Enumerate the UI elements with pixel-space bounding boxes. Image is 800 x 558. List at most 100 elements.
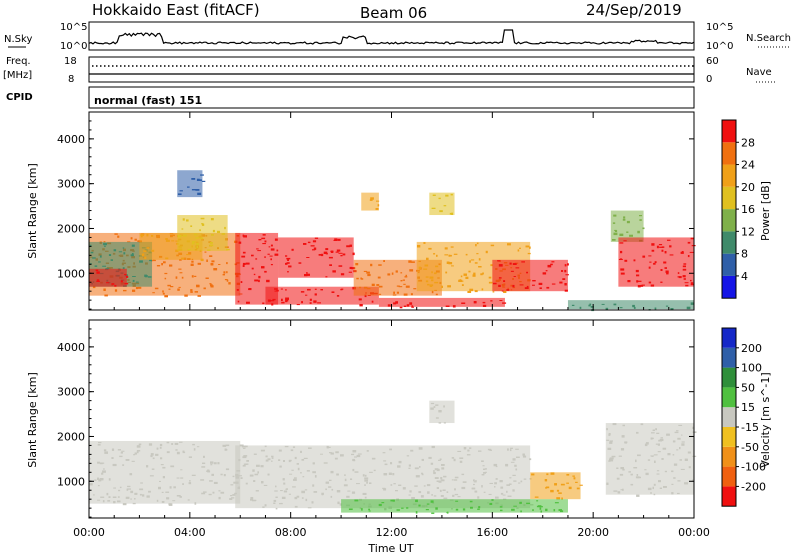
power-gate [131,253,134,256]
power-gate [351,267,356,270]
velocity-gate [159,446,162,449]
time-tick-label: 20:00 [577,526,609,539]
velocity-gate [267,473,270,476]
power-gate [465,276,469,279]
velocity-gate [656,432,660,434]
velocity-gate [89,483,93,486]
power-gate [371,300,374,303]
velocity-gate [290,449,294,452]
power-gate [571,304,575,306]
velocity-gate [506,490,508,493]
power-gate [461,280,464,282]
velocity-gate [296,495,300,498]
velocity-gate [441,467,445,470]
power-gate [690,282,694,285]
power-gate [285,262,288,265]
power-gate [431,279,434,282]
power-gate [690,302,694,305]
power-gate [186,254,190,256]
power-gate [551,283,556,285]
power-gate [190,225,193,227]
velocity-gate [253,453,257,455]
velocity-gate [126,488,129,491]
velocity-gate [257,471,259,474]
velocity-gate [466,454,471,456]
velocity-gate [150,454,153,458]
power-gate [266,279,270,283]
velocity-gate [300,472,302,474]
power-gate [480,273,483,276]
velocity-gate [457,496,461,498]
power-gate [305,294,308,296]
velocity-gate [382,452,386,454]
velocity-gate [288,493,291,495]
velocity-y-axis: 1000 2000 3000 4000 [57,319,694,518]
power-gate [684,282,689,284]
power-gate [444,254,449,256]
velocity-gate [301,497,304,499]
velocity-gate [637,476,641,479]
velocity-gate [624,441,628,444]
power-gate [355,263,359,266]
velocity-gate [242,465,246,467]
velocity-gate [388,472,392,475]
velocity-gate [628,471,631,473]
velocity-gate [658,480,661,483]
velocity-gate [325,481,329,484]
velocity-gate [292,486,296,488]
power-gate [274,238,278,241]
power-gate [164,272,168,275]
power-gate [191,178,196,180]
power-gate [201,223,204,225]
velocity-gate [368,510,371,512]
power-gate [613,232,618,236]
power-gate [405,285,410,288]
velocity-colorbar-swatch [722,347,736,368]
velocity-gate [336,490,341,493]
velocity-gate [352,468,355,472]
power-gate [296,304,300,306]
velocity-gate [296,463,299,465]
power-gate [448,254,451,257]
power-gate [413,288,417,290]
power-gate [473,301,477,304]
power-ytick-label: 3000 [57,178,85,191]
power-gate [241,255,246,258]
velocity-gate [659,487,662,489]
velocity-gate [173,486,176,489]
velocity-gate [209,480,213,482]
velocity-gate [561,497,563,500]
velocity-gate [436,487,439,489]
power-gate [431,290,434,294]
station-title: Hokkaido East (fitACF) [92,1,260,19]
power-colorbar-swatch [722,253,736,276]
velocity-gate [677,492,680,495]
power-gate [346,245,351,248]
velocity-gate [304,489,308,491]
velocity-gate [174,442,179,445]
velocity-gate [652,486,654,490]
power-ytick-label: 4000 [57,133,85,146]
velocity-gate [608,460,611,462]
velocity-gate [441,479,445,482]
power-gate [667,239,671,241]
velocity-gate [442,489,446,491]
velocity-gate [681,441,685,443]
velocity-gate [348,508,353,510]
velocity-gate [663,486,667,488]
velocity-gate [515,468,518,471]
velocity-gate [369,482,372,484]
velocity-gate [285,488,288,490]
velocity-gate [473,483,475,486]
velocity-gate [119,486,122,489]
nsearch-tick-top: 10^5 [706,22,733,33]
nsky-tick-top: 10^5 [60,22,87,33]
velocity-gate [351,453,355,456]
velocity-gate [666,433,670,436]
velocity-gate [232,494,236,496]
power-gate [251,254,254,257]
velocity-gate [645,472,649,476]
velocity-gate [307,507,312,509]
velocity-gate [541,506,543,508]
power-gate [431,271,433,274]
